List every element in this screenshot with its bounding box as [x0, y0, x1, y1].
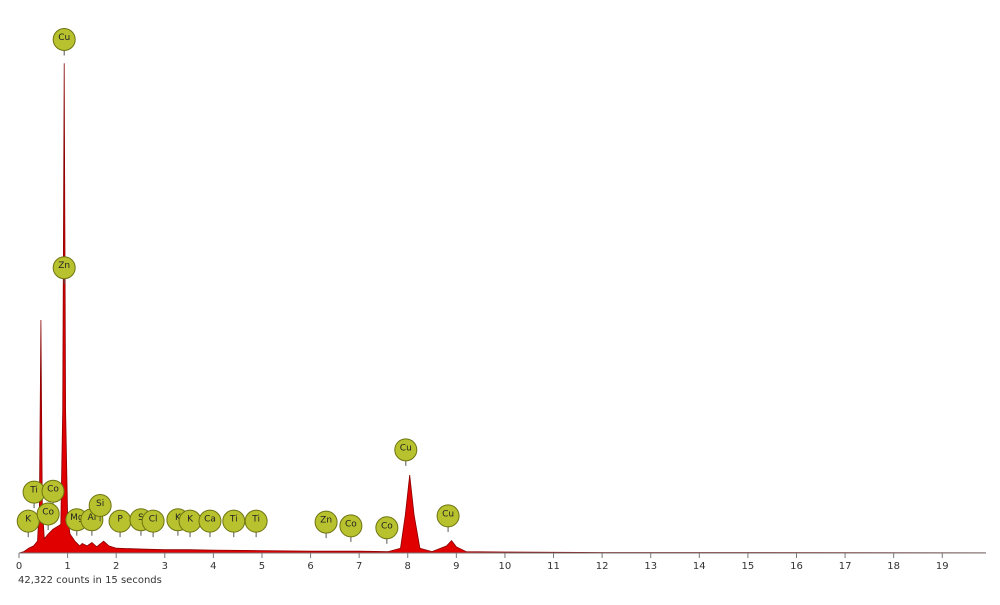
marker-label: Si [96, 499, 104, 509]
x-tick-label: 9 [453, 561, 459, 572]
marker-circle [436, 504, 460, 528]
marker-label: Ca [204, 515, 216, 525]
element-marker: Ca [198, 509, 222, 538]
x-tick-label: 1 [64, 561, 70, 572]
marker-circle [52, 256, 76, 280]
marker-label: P [117, 515, 123, 525]
marker-label: Cu [58, 33, 70, 43]
element-marker: Co [36, 502, 60, 531]
marker-circle [244, 509, 268, 533]
marker-label: S [138, 513, 144, 523]
spectrum-area [19, 63, 986, 554]
marker-circle [314, 510, 338, 534]
marker-label: K [187, 515, 194, 525]
marker-label: Mg [70, 513, 83, 523]
element-marker: Cu [52, 28, 76, 56]
x-tick-label: 5 [259, 561, 265, 572]
marker-circle [52, 28, 76, 52]
x-tick-label: 2 [113, 561, 119, 572]
element-marker: Ti [244, 509, 268, 538]
x-tick-label: 10 [499, 561, 512, 572]
x-tick-label: 15 [742, 561, 755, 572]
element-marker: Co [375, 516, 399, 544]
x-tick-label: 18 [887, 561, 900, 572]
marker-label: Co [345, 519, 357, 529]
element-marker: Cl [141, 509, 165, 538]
marker-circle [375, 516, 399, 540]
element-marker: Si [88, 493, 112, 522]
element-marker: Zn [314, 510, 338, 539]
x-tick-label: 0 [16, 561, 22, 572]
marker-label: Cu [442, 509, 454, 519]
marker-circle [339, 514, 363, 538]
x-tick-label: 11 [547, 561, 560, 572]
marker-label: Co [381, 521, 393, 531]
x-tick-label: 14 [693, 561, 706, 572]
x-tick-label: 13 [644, 561, 657, 572]
element-marker: Zn [52, 256, 76, 284]
element-marker: Cu [394, 438, 418, 466]
x-tick-label: 8 [405, 561, 411, 572]
x-tick-label: 17 [839, 561, 852, 572]
marker-label: Zn [320, 516, 332, 526]
marker-circle [41, 479, 65, 503]
element-marker: Co [41, 479, 65, 508]
marker-label: Ti [29, 486, 38, 496]
caption: 42,322 counts in 15 seconds [18, 575, 162, 586]
marker-circle [198, 509, 222, 533]
x-tick-label: 16 [790, 561, 803, 572]
element-marker: K [16, 509, 40, 538]
x-tick-label: 3 [162, 561, 168, 572]
marker-circle [394, 438, 418, 462]
spectrum-line [18, 63, 987, 554]
element-marker: Co [339, 514, 363, 542]
marker-circle [36, 502, 60, 526]
marker-label: Cu [400, 443, 412, 453]
marker-label: Ti [251, 515, 260, 525]
marker-label: Co [47, 485, 59, 495]
element-marker: Cu [436, 504, 460, 532]
x-tick-label: 4 [210, 561, 216, 572]
marker-label: K [25, 515, 32, 525]
element-marker: K [178, 509, 202, 538]
x-tick-label: 7 [356, 561, 362, 572]
element-marker: Ti [222, 509, 246, 538]
marker-label: Al [88, 513, 97, 523]
element-marker: P [108, 509, 132, 538]
marker-circle [141, 509, 165, 533]
marker-label: Co [42, 508, 54, 518]
x-tick-label: 19 [936, 561, 949, 572]
x-tick-label: 6 [307, 561, 313, 572]
marker-label: Cl [149, 515, 158, 525]
marker-label: Zn [58, 261, 70, 271]
marker-circle [88, 493, 112, 517]
marker-label: Ti [229, 515, 238, 525]
x-tick-label: 12 [596, 561, 609, 572]
marker-label: K [175, 513, 182, 523]
